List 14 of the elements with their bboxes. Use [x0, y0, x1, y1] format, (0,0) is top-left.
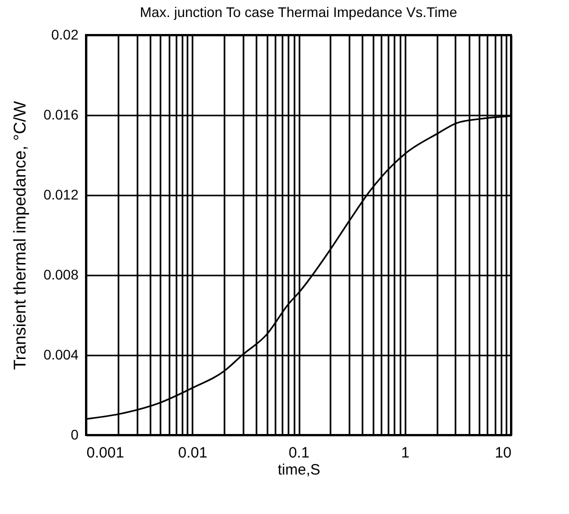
y-tick-label: 0.02	[51, 26, 79, 42]
y-tick-label: 0.012	[43, 186, 79, 202]
x-axis-title: time,S	[278, 462, 320, 478]
y-tick-label: 0	[70, 426, 79, 442]
y-axis-title: Transient thermal impedance, °C/W	[10, 101, 30, 370]
chart-title: Max. junction To case Thermai Impedance Vs.Time	[140, 4, 458, 20]
y-tick-label: 0.016	[43, 106, 79, 122]
y-tick-label: 0.004	[43, 346, 79, 362]
y-tick-label: 0.008	[43, 266, 79, 282]
x-tick-label: 0.01	[178, 444, 208, 462]
x-tick-label: 0.1	[288, 444, 310, 462]
x-tick-label: 10	[494, 444, 512, 462]
x-tick-label: 1	[401, 444, 410, 462]
x-tick-label: 0.001	[86, 444, 124, 462]
